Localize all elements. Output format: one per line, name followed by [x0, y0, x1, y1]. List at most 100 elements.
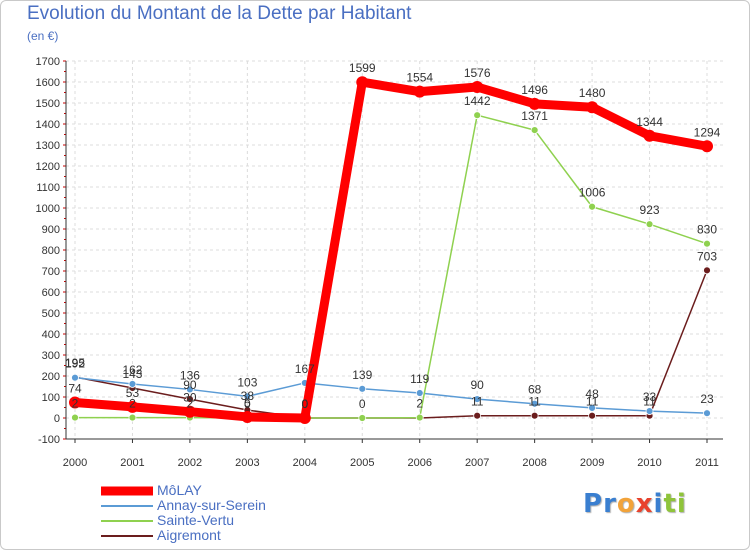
- axes: -100010020030040050060070080090010001100…: [36, 56, 723, 469]
- data-point: [645, 220, 654, 229]
- legend-item-annay[interactable]: Annay-sur-Serein: [101, 498, 266, 513]
- data-point: [71, 413, 79, 422]
- legend-item-molay[interactable]: MôLAY: [101, 483, 266, 498]
- x-tick-label: 2010: [637, 457, 661, 469]
- data-label: 2: [72, 397, 79, 411]
- y-tick-label: 300: [42, 350, 60, 362]
- data-label: 48: [585, 387, 599, 401]
- data-point: [588, 411, 596, 420]
- data-point: [645, 407, 654, 415]
- data-point: [473, 395, 482, 404]
- data-label: 0: [359, 397, 366, 411]
- data-point: [358, 384, 367, 393]
- x-tick-label: 2009: [580, 457, 604, 469]
- data-point: [69, 396, 81, 409]
- data-label: 1599: [349, 61, 376, 75]
- data-point: [473, 411, 482, 420]
- data-label: 1576: [464, 66, 491, 80]
- y-tick-label: 800: [42, 245, 60, 257]
- data-point: [471, 81, 484, 94]
- data-point: [358, 414, 367, 422]
- proxiti-logo[interactable]: Proxiti: [583, 489, 687, 519]
- data-label: 38: [241, 389, 255, 403]
- data-point: [71, 373, 79, 382]
- legend-swatch-molay: [101, 486, 153, 496]
- series-line: [70, 77, 712, 423]
- data-label: 139: [352, 368, 372, 382]
- data-point: [586, 101, 599, 114]
- y-tick-label: 400: [42, 329, 60, 341]
- data-label: 2: [187, 397, 194, 411]
- data-label: 143: [122, 367, 142, 381]
- x-tick-label: 2002: [178, 457, 202, 469]
- x-tick-label: 2006: [407, 457, 431, 469]
- data-point: [126, 400, 139, 413]
- data-label: 923: [640, 203, 660, 217]
- data-point: [643, 129, 656, 142]
- y-tick-label: 600: [42, 287, 60, 299]
- data-point: [413, 85, 426, 98]
- data-point: [128, 380, 137, 388]
- legend-swatch-annay: [101, 505, 153, 507]
- data-label: 162: [122, 363, 142, 377]
- x-tick-label: 2000: [63, 457, 87, 469]
- data-label: 2: [416, 397, 423, 411]
- x-tick-label: 2003: [235, 457, 259, 469]
- x-tick-label: 2011: [695, 457, 719, 469]
- data-label: 1442: [464, 94, 491, 108]
- data-point: [530, 399, 539, 408]
- data-point: [530, 126, 539, 134]
- y-tick-label: 1100: [36, 182, 60, 194]
- legend-item-sainte-vertu[interactable]: Sainte-Vertu: [101, 513, 266, 528]
- data-point: [186, 395, 194, 404]
- data-point: [183, 405, 196, 418]
- data-point: [703, 409, 711, 418]
- y-tick-label: 1700: [36, 56, 60, 68]
- y-tick-label: -100: [38, 434, 60, 446]
- data-label: 2: [129, 397, 136, 411]
- data-label: 1006: [579, 186, 606, 200]
- chart-title: Evolution du Montant de la Dette par Hab…: [27, 3, 412, 24]
- data-label: 90: [183, 378, 197, 392]
- logo-letter: P: [583, 489, 604, 519]
- legend-label-aigremont: Aigremont: [157, 527, 221, 543]
- data-point: [530, 411, 539, 420]
- data-label: 11: [528, 395, 541, 409]
- data-label: 0: [301, 397, 308, 411]
- data-point: [701, 140, 713, 153]
- logo-letter: x: [635, 489, 654, 519]
- legend-swatch-aigremont: [101, 535, 153, 537]
- data-label: 90: [471, 378, 485, 392]
- data-label: 23: [700, 392, 714, 406]
- series-line: [74, 114, 708, 419]
- y-tick-label: 1000: [36, 203, 60, 215]
- chart-subtitle: (en €): [27, 29, 59, 43]
- legend: MôLAY Annay-sur-Serein Sainte-Vertu Aigr…: [101, 483, 266, 543]
- series-line: [74, 376, 708, 414]
- data-label: 1371: [521, 109, 548, 123]
- data-label: 1344: [636, 115, 663, 129]
- y-tick-label: 1400: [36, 119, 60, 131]
- data-label: 830: [697, 223, 717, 237]
- data-label: 1554: [406, 71, 433, 85]
- legend-item-aigremont[interactable]: Aigremont: [101, 528, 266, 543]
- data-label: 1294: [694, 125, 721, 139]
- data-label: 30: [183, 391, 197, 405]
- data-point: [703, 266, 711, 275]
- data-label: 11: [643, 395, 656, 409]
- data-label: 0: [301, 397, 308, 411]
- data-point: [415, 413, 424, 422]
- series-annay-sur-serein: [71, 373, 711, 418]
- y-tick-label: 1600: [36, 77, 60, 89]
- data-point: [186, 385, 194, 394]
- y-tick-label: 1300: [36, 140, 60, 152]
- legend-label-sainte-vertu: Sainte-Vertu: [157, 512, 235, 528]
- data-point: [128, 413, 137, 422]
- logo-letter: i: [676, 489, 687, 519]
- data-label: 1496: [521, 83, 548, 97]
- data-label: 103: [237, 375, 257, 389]
- data-label: 11: [586, 395, 599, 409]
